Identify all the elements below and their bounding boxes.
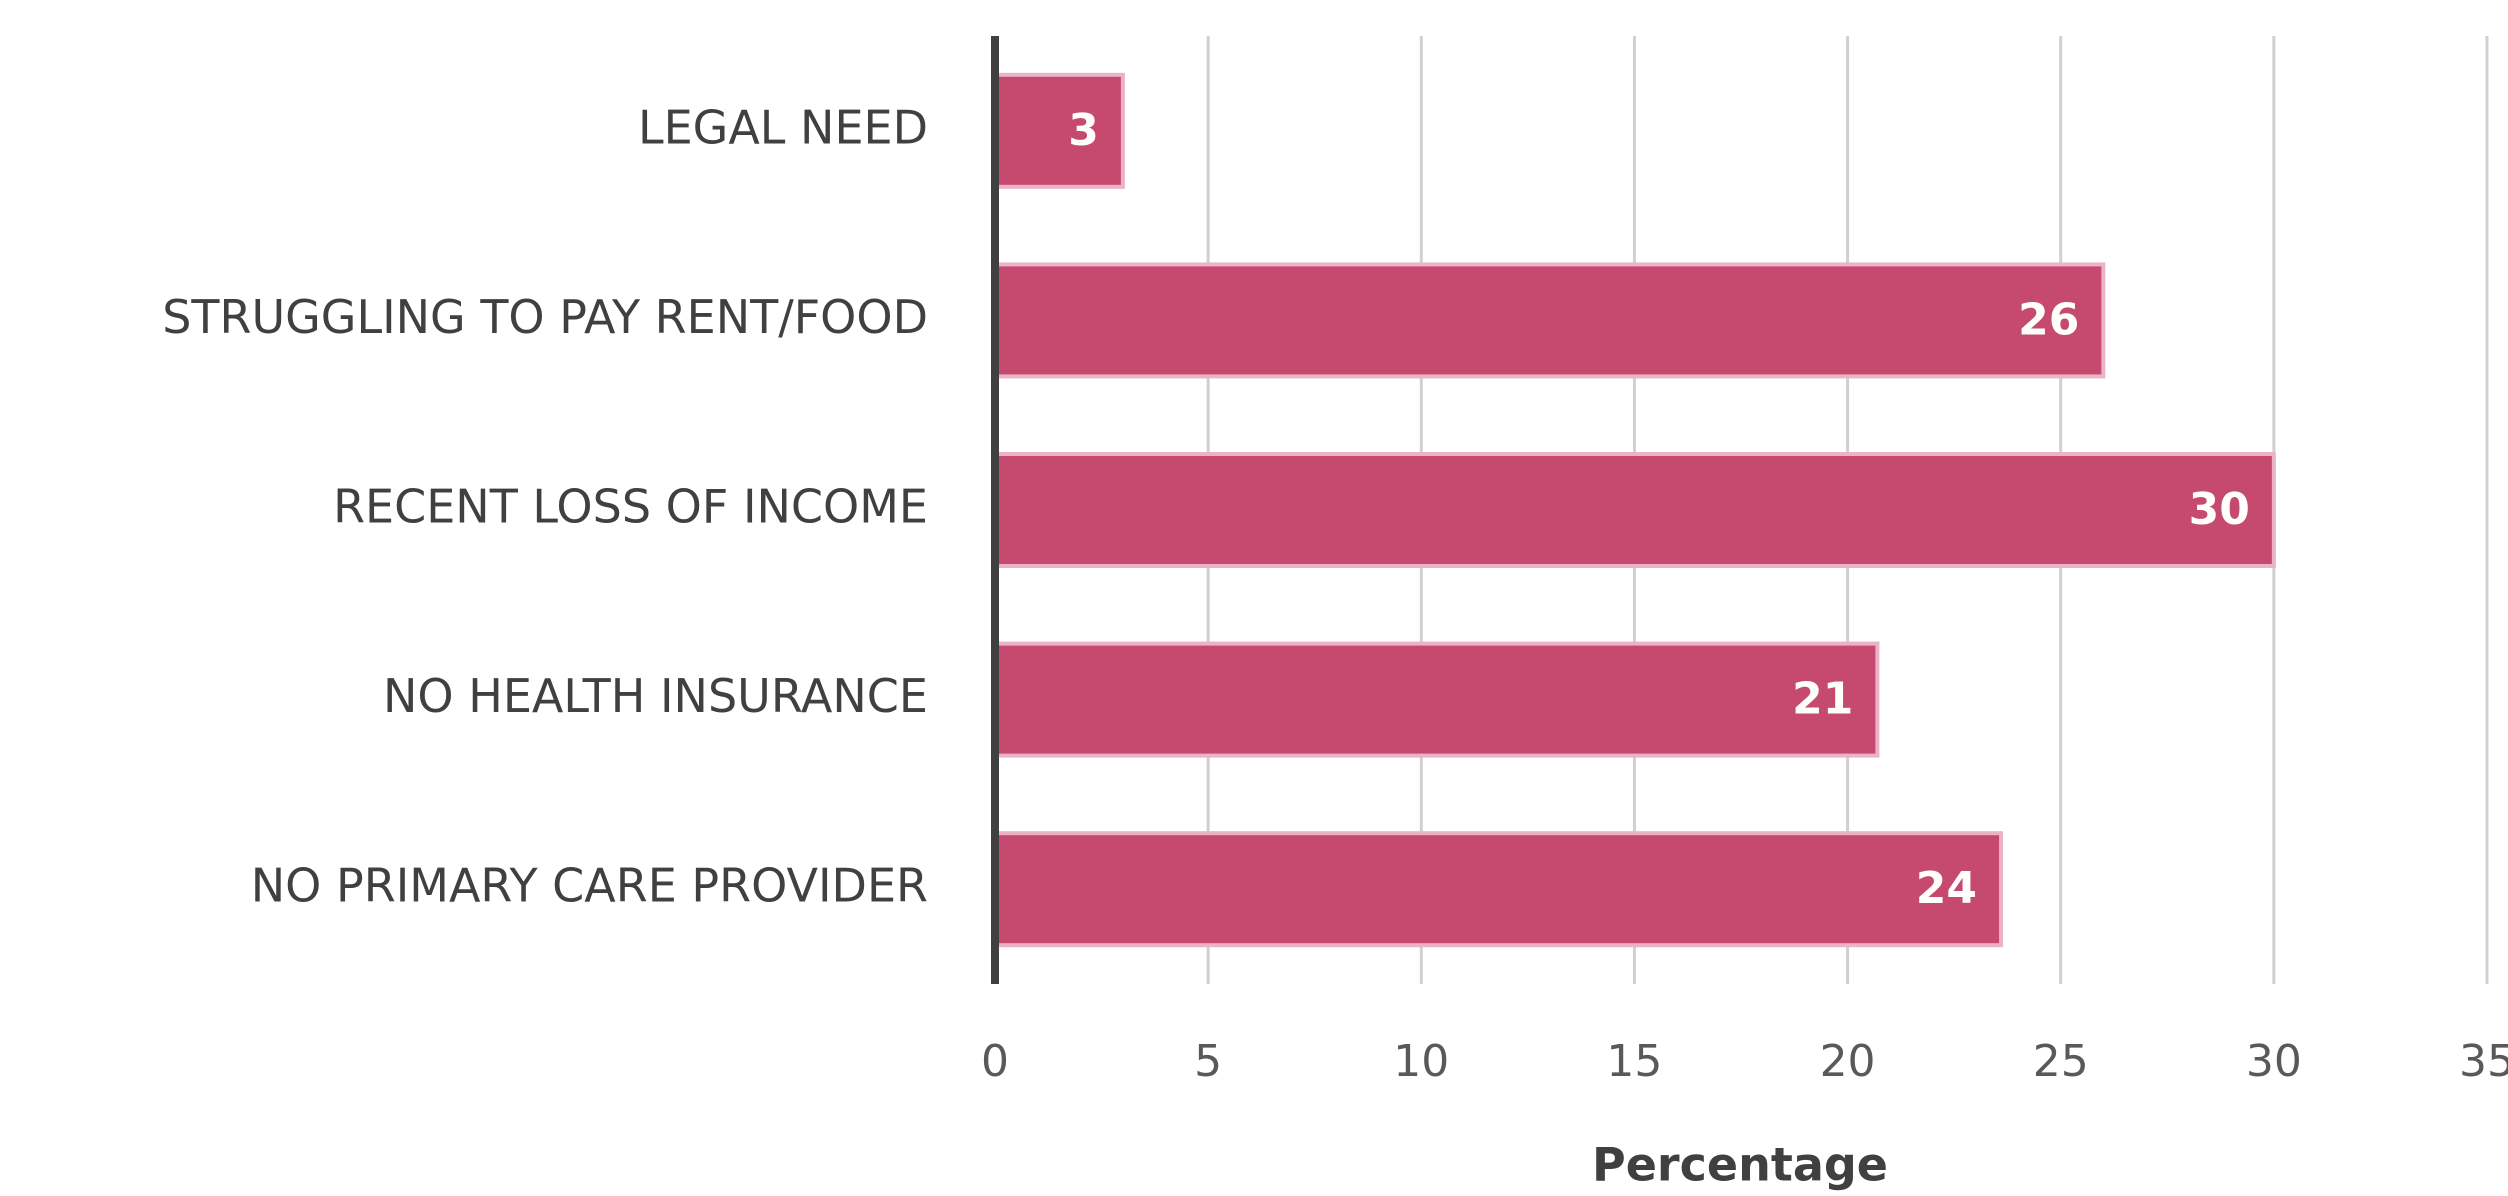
y-tick-label: NO PRIMARY CARE PROVIDER: [251, 859, 928, 913]
data-label: 21: [1792, 674, 1853, 725]
bar: [993, 641, 1880, 758]
x-tick-label: 5: [1194, 1036, 1222, 1087]
bar: [993, 72, 1125, 189]
data-label: 30: [2189, 484, 2250, 535]
x-tick-label: 15: [1606, 1036, 1662, 1087]
x-tick-label: 0: [981, 1036, 1009, 1087]
data-label: 26: [2018, 294, 2079, 345]
x-tick-label: 30: [2246, 1036, 2302, 1087]
y-tick-label: NO HEALTH INSURANCE: [383, 669, 928, 723]
x-tick-label: 10: [1393, 1036, 1449, 1087]
y-tick-label: STRUGGLING TO PAY RENT/FOOD: [162, 290, 928, 344]
x-tick-label: 35: [2459, 1036, 2508, 1087]
data-label: 3: [1068, 105, 1099, 156]
bar: [993, 262, 2106, 379]
x-tick-label: 20: [1820, 1036, 1876, 1087]
bar: [993, 452, 2276, 568]
data-label: 24: [1916, 863, 1977, 914]
y-tick-label: RECENT LOSS OF INCOME: [333, 480, 928, 534]
x-axis-title: Percentage: [1592, 1138, 1888, 1192]
x-tick-label: 25: [2033, 1036, 2089, 1087]
y-tick-label: LEGAL NEED: [638, 100, 928, 154]
bar: [993, 831, 2004, 948]
